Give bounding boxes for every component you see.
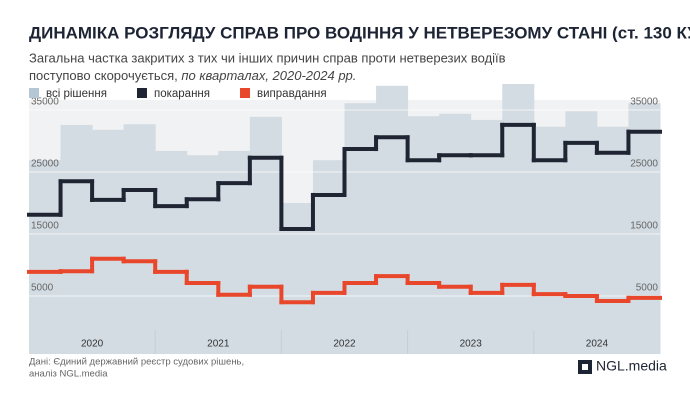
area-step	[565, 111, 598, 355]
area-step	[407, 116, 440, 354]
y-tick-label: 5000	[31, 283, 54, 294]
area-step	[502, 83, 535, 355]
area-step	[628, 103, 661, 355]
area-step	[155, 150, 188, 354]
area-step	[29, 160, 62, 354]
y-tick-label: 15000	[31, 221, 59, 232]
step-line	[27, 122, 662, 232]
logo: NGL.media	[596, 358, 667, 374]
area-step	[312, 160, 345, 354]
y-tick-label: 25000	[630, 159, 658, 170]
area-step	[533, 126, 566, 355]
subtitle: поступово скорочується, по кварталах, 20…	[29, 68, 356, 83]
subtitle-part: по кварталах, 2020-2024 рр.	[181, 68, 356, 83]
y-tick-label: 5000	[636, 283, 659, 294]
source: Дані: Єдиний державний реєстр судових рі…	[29, 357, 244, 368]
legend-swatch	[240, 88, 251, 98]
area-step	[60, 124, 93, 354]
area-step	[344, 103, 377, 355]
area-step	[596, 126, 629, 355]
area-step	[92, 129, 125, 354]
legend-swatch	[136, 88, 147, 98]
area-step	[249, 116, 282, 354]
step-line	[27, 256, 662, 305]
legend-label: всі рішення	[46, 88, 107, 100]
subtitle: Загальна частка закритих з тих чи інших …	[29, 50, 506, 65]
x-tick-label: 2022	[333, 339, 356, 350]
legend-label: виправдання	[257, 88, 327, 100]
x-tick-label: 2020	[81, 339, 104, 350]
legend-label: покарання	[154, 88, 210, 100]
legend-swatch	[29, 88, 39, 98]
area-step	[186, 155, 219, 354]
y-tick-label: 35000	[630, 97, 658, 108]
y-tick-label: 25000	[31, 159, 59, 170]
x-tick-label: 2024	[586, 339, 609, 350]
logo-icon	[582, 364, 588, 370]
chart-title: ДИНАМІКА РОЗГЛЯДУ СПРАВ ПРО ВОДІННЯ У НЕ…	[29, 23, 690, 42]
x-tick-label: 2023	[460, 339, 483, 350]
plot: 5000 5000 15000 15000 25000 25000 35000 35000 20…	[27, 83, 662, 355]
area-step	[470, 119, 503, 354]
x-tick-label: 2021	[207, 339, 230, 350]
subtitle-part: поступово скорочується,	[29, 68, 178, 83]
y-tick-label: 35000	[31, 97, 59, 108]
area-step	[123, 124, 156, 354]
area-step	[281, 203, 314, 354]
source: аналіз NGL.media	[29, 369, 108, 380]
area-step	[376, 85, 409, 354]
y-tick-label: 15000	[630, 221, 658, 232]
